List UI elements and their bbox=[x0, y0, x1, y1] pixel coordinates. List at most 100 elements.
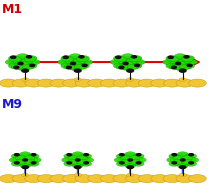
Circle shape bbox=[0, 175, 17, 183]
Circle shape bbox=[81, 59, 93, 65]
Circle shape bbox=[76, 155, 87, 160]
Circle shape bbox=[133, 59, 145, 65]
Circle shape bbox=[189, 175, 206, 183]
Circle shape bbox=[129, 57, 141, 62]
Circle shape bbox=[17, 65, 29, 70]
Circle shape bbox=[129, 159, 140, 164]
Circle shape bbox=[9, 57, 21, 62]
Circle shape bbox=[179, 78, 186, 81]
Circle shape bbox=[130, 56, 142, 61]
Circle shape bbox=[117, 64, 128, 70]
Circle shape bbox=[62, 57, 74, 62]
Circle shape bbox=[37, 79, 55, 87]
Circle shape bbox=[82, 64, 87, 67]
Circle shape bbox=[182, 57, 193, 62]
Circle shape bbox=[81, 154, 92, 159]
Circle shape bbox=[176, 175, 194, 183]
Circle shape bbox=[16, 159, 26, 164]
Circle shape bbox=[116, 154, 127, 159]
Circle shape bbox=[151, 175, 168, 183]
Circle shape bbox=[25, 79, 42, 87]
Circle shape bbox=[136, 162, 141, 164]
Circle shape bbox=[100, 175, 118, 183]
Circle shape bbox=[186, 154, 197, 159]
Ellipse shape bbox=[9, 56, 36, 70]
Circle shape bbox=[5, 59, 17, 65]
Circle shape bbox=[24, 159, 35, 164]
Circle shape bbox=[28, 59, 40, 65]
Ellipse shape bbox=[62, 56, 89, 70]
Circle shape bbox=[122, 61, 134, 67]
Circle shape bbox=[22, 69, 29, 72]
Circle shape bbox=[74, 69, 81, 72]
Circle shape bbox=[126, 79, 143, 87]
Circle shape bbox=[171, 66, 176, 68]
Circle shape bbox=[64, 154, 75, 159]
Circle shape bbox=[126, 78, 134, 81]
Circle shape bbox=[63, 56, 68, 58]
Circle shape bbox=[12, 64, 23, 70]
Circle shape bbox=[75, 159, 80, 161]
Circle shape bbox=[135, 157, 146, 162]
Circle shape bbox=[177, 152, 188, 157]
Circle shape bbox=[75, 79, 93, 87]
Circle shape bbox=[13, 58, 24, 64]
Circle shape bbox=[50, 79, 68, 87]
Circle shape bbox=[123, 62, 128, 65]
Circle shape bbox=[121, 155, 131, 160]
Circle shape bbox=[163, 79, 181, 87]
Circle shape bbox=[119, 162, 124, 164]
Circle shape bbox=[119, 66, 124, 68]
Circle shape bbox=[24, 57, 36, 62]
Circle shape bbox=[28, 161, 39, 166]
Circle shape bbox=[113, 63, 125, 69]
Circle shape bbox=[31, 162, 36, 164]
Circle shape bbox=[84, 162, 88, 164]
Text: M1: M1 bbox=[2, 3, 23, 16]
Circle shape bbox=[110, 59, 122, 65]
Circle shape bbox=[184, 56, 189, 58]
Circle shape bbox=[75, 175, 93, 183]
Circle shape bbox=[25, 56, 37, 61]
Circle shape bbox=[180, 166, 186, 168]
Circle shape bbox=[63, 175, 80, 183]
Circle shape bbox=[68, 155, 79, 160]
Circle shape bbox=[14, 66, 19, 68]
Circle shape bbox=[116, 56, 121, 58]
Circle shape bbox=[116, 161, 127, 166]
Circle shape bbox=[169, 154, 180, 159]
Circle shape bbox=[179, 69, 186, 72]
Ellipse shape bbox=[13, 154, 38, 166]
Circle shape bbox=[121, 159, 131, 164]
Circle shape bbox=[74, 173, 81, 177]
Circle shape bbox=[67, 154, 72, 156]
Circle shape bbox=[14, 154, 19, 156]
Circle shape bbox=[20, 152, 31, 157]
Circle shape bbox=[12, 175, 30, 183]
Circle shape bbox=[126, 175, 143, 183]
Circle shape bbox=[77, 57, 88, 62]
Circle shape bbox=[172, 154, 177, 156]
Circle shape bbox=[119, 154, 124, 156]
Circle shape bbox=[126, 58, 138, 64]
Circle shape bbox=[183, 56, 194, 61]
Circle shape bbox=[21, 58, 33, 64]
Circle shape bbox=[65, 58, 77, 64]
Circle shape bbox=[128, 159, 133, 161]
Circle shape bbox=[114, 157, 125, 162]
Circle shape bbox=[167, 57, 179, 62]
Circle shape bbox=[177, 163, 188, 168]
Circle shape bbox=[78, 56, 89, 61]
Circle shape bbox=[74, 58, 85, 64]
Circle shape bbox=[81, 161, 92, 166]
Circle shape bbox=[17, 54, 29, 59]
Circle shape bbox=[63, 79, 80, 87]
Circle shape bbox=[172, 162, 177, 164]
Circle shape bbox=[167, 157, 178, 162]
Circle shape bbox=[16, 155, 26, 160]
Circle shape bbox=[127, 166, 133, 168]
Circle shape bbox=[122, 65, 134, 70]
Circle shape bbox=[71, 62, 76, 65]
Circle shape bbox=[22, 166, 28, 168]
Circle shape bbox=[130, 63, 142, 69]
